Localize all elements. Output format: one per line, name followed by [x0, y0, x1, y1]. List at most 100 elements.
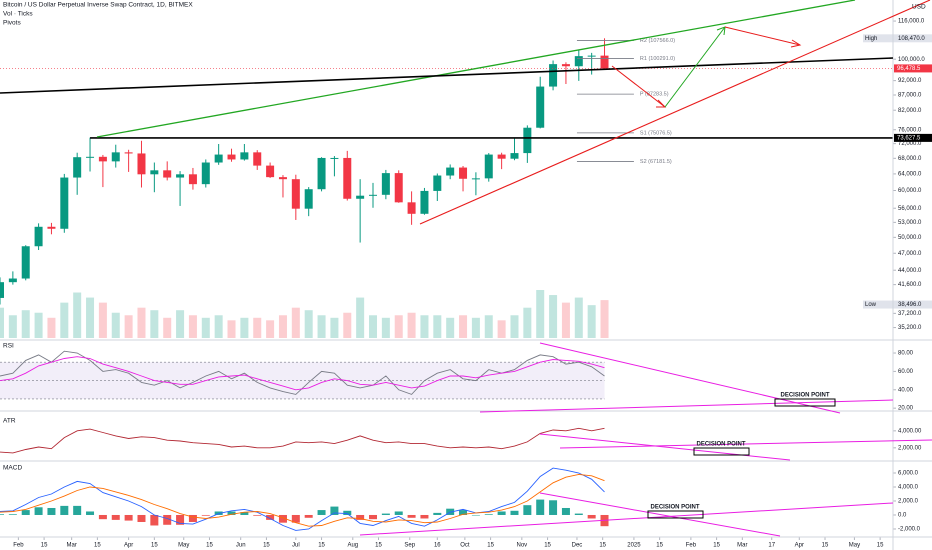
histogram-bar [523, 505, 532, 515]
histogram-bar [98, 514, 107, 520]
volume-bar [497, 320, 506, 338]
trendline [96, 0, 856, 138]
volume-bar [291, 307, 300, 338]
x-tick-label: 15 [375, 543, 382, 549]
x-tick-label: 15 [544, 543, 551, 549]
candle-body [150, 170, 159, 175]
volume-bar [176, 310, 185, 338]
marker-label: 38,496.0 [898, 302, 922, 308]
candle-body [394, 173, 403, 203]
candle-body [98, 156, 107, 162]
volume-bar [34, 312, 43, 338]
histogram-bar [60, 505, 69, 515]
y-tick-label: 20.00 [898, 406, 914, 412]
volume-bar [394, 315, 403, 338]
y-tick-label: 56,000.0 [898, 206, 922, 212]
y-tick-label: 76,000.0 [898, 127, 922, 133]
y-tick-label: 80.00 [898, 351, 914, 357]
volume-bar [8, 315, 17, 338]
histogram-bar [188, 514, 197, 522]
x-tick-label: Jun [236, 543, 246, 549]
candle-body [8, 278, 17, 283]
y-tick-label: 60,000.0 [898, 188, 922, 194]
volume-bar [150, 310, 159, 338]
histogram-bar [407, 514, 416, 518]
y-tick-label: 37,200.0 [898, 311, 922, 317]
histogram-bar [459, 510, 468, 515]
arrow [664, 26, 726, 108]
pane-title: ATR [3, 418, 16, 425]
volume-bar [137, 307, 146, 338]
y-tick-label: 64,000.0 [898, 171, 922, 177]
trendline [419, 0, 931, 225]
volume-bar [98, 302, 107, 338]
x-tick-label: 2025 [627, 543, 641, 549]
volume-bar [0, 307, 4, 338]
trendline [539, 342, 841, 414]
histogram-bar [111, 514, 120, 520]
y-tick-label: 4,000.0 [898, 485, 919, 491]
histogram-bar [433, 512, 442, 515]
histogram-bar [497, 511, 506, 515]
histogram-bar [137, 514, 146, 522]
volume-bar [317, 315, 326, 338]
candle-body [266, 165, 275, 178]
marker-label: 108,470.0 [898, 36, 925, 42]
histogram-bar [471, 514, 480, 516]
x-tick-label: 15 [487, 543, 494, 549]
y-tick-label: 2,000.0 [898, 499, 919, 505]
histogram-bar [394, 511, 403, 515]
y-tick-label: 44,000.0 [898, 268, 922, 274]
pivot-label: S1 (75076.5) [640, 130, 672, 136]
annotation: DECISION POINT [650, 505, 699, 511]
y-tick-label: 68,000.0 [898, 156, 922, 162]
histogram-bar [240, 512, 249, 515]
y-tick-label: 116,000.0 [898, 19, 925, 25]
volume-bar [587, 305, 596, 338]
candle-body [176, 174, 185, 178]
trendline [0, 57, 894, 94]
histogram-bar [536, 499, 545, 515]
volume-bar [330, 317, 339, 338]
volume-bar [304, 310, 313, 338]
last-price-label: 96,478.5 [897, 66, 921, 72]
candle-body [471, 178, 480, 180]
histogram-bar [343, 510, 352, 515]
volume-bar [278, 315, 287, 338]
trendline [359, 502, 894, 536]
trendline [479, 399, 894, 413]
volume-bar [163, 317, 172, 338]
decision-box [774, 398, 836, 407]
x-tick-label: Feb [13, 543, 24, 549]
x-tick-label: Nov [516, 543, 527, 549]
histogram-bar [291, 514, 300, 523]
volume-bar [124, 315, 133, 338]
y-tick-label: 100,000.0 [898, 57, 925, 63]
x-tick-label: Apr [795, 543, 804, 549]
trendline [539, 492, 781, 537]
candle-body [587, 55, 596, 57]
candle-body [304, 189, 313, 209]
volume-bar [574, 297, 583, 338]
candle-body [111, 152, 120, 162]
trendline [539, 433, 791, 461]
histogram-bar [587, 514, 596, 519]
marker-name: Low [865, 302, 877, 308]
x-tick-label: Mar [66, 543, 76, 549]
volume-bar [446, 317, 455, 338]
candle-body [214, 154, 223, 163]
currency: USD [912, 4, 926, 11]
series-line [0, 473, 605, 527]
candle-body [137, 153, 146, 175]
volume-bar [600, 300, 609, 338]
x-tick-label: Sep [404, 543, 415, 549]
histogram-bar [381, 513, 390, 515]
volume-bar [201, 317, 210, 338]
y-tick-label: 4,000.00 [898, 428, 922, 434]
volume-bar [407, 312, 416, 338]
arrow [724, 26, 801, 46]
histogram-bar [330, 506, 339, 515]
x-tick-label: 15 [656, 543, 663, 549]
marker-box [863, 300, 932, 309]
